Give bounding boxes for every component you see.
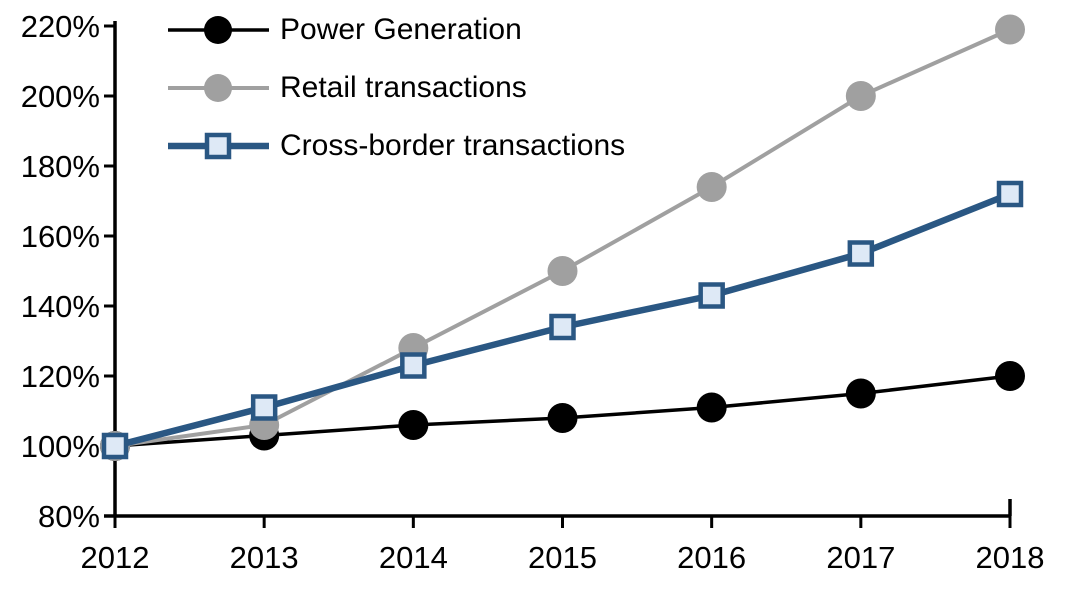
marker-power-generation — [398, 410, 429, 440]
marker-cross-border-transactions — [400, 352, 427, 379]
marker-cross-border-transactions — [847, 240, 875, 267]
retail-transactions-line-marker-icon — [168, 74, 269, 102]
marker-power-generation — [845, 378, 876, 409]
chart-legend: Power Generation Retail transactions Cro… — [168, 13, 625, 163]
tick-marks — [104, 24, 1012, 528]
marker-retail-transactions — [995, 14, 1025, 45]
legend-item-cross-border-transactions: Cross-border transactions — [168, 129, 625, 163]
y-tick-label: 220% — [21, 9, 100, 44]
x-tick-label: 2017 — [826, 540, 895, 575]
legend-label-retail-transactions: Retail transactions — [280, 71, 527, 104]
x-tick-label: 2012 — [81, 540, 150, 575]
marker-retail-transactions — [696, 172, 727, 202]
marker-power-generation — [547, 403, 578, 433]
marker-cross-border-transactions — [996, 180, 1024, 208]
y-tick-label: 120% — [21, 359, 100, 394]
y-tick-label: 140% — [21, 289, 100, 324]
legend-label-power-generation: Power Generation — [280, 13, 522, 46]
legend-item-retail-transactions: Retail transactions — [168, 71, 625, 105]
x-tick-label: 2018 — [976, 540, 1045, 575]
legend-item-power-generation: Power Generation — [168, 13, 625, 47]
power-generation-line-marker-icon — [168, 16, 269, 44]
marker-power-generation — [995, 361, 1025, 391]
y-tick-label: 100% — [21, 429, 100, 464]
marker-power-generation — [696, 392, 727, 423]
cross-border-transactions-line-marker-icon — [168, 132, 269, 160]
legend-label-cross-border-transactions: Cross-border transactions — [280, 129, 626, 162]
marker-cross-border-transactions — [698, 282, 725, 309]
y-tick-label: 80% — [38, 499, 100, 534]
series-cross-border-transactions — [101, 180, 1024, 460]
marker-retail-transactions — [547, 256, 578, 286]
y-tick-label: 200% — [21, 79, 100, 114]
marker-cross-border-transactions — [549, 313, 576, 341]
x-tick-label: 2013 — [230, 540, 299, 575]
y-tick-label: 180% — [21, 149, 100, 184]
marker-cross-border-transactions — [250, 394, 278, 421]
data-series — [100, 14, 1025, 461]
x-tick-label: 2014 — [379, 540, 448, 575]
axis-tick-labels: 220% 200% 180% 160% 140% 120% 100% 80% 2012 2013 2… — [21, 9, 1045, 575]
y-tick-label: 160% — [21, 219, 100, 254]
x-tick-label: 2016 — [677, 540, 746, 575]
marker-cross-border-transactions — [101, 432, 129, 460]
x-tick-label: 2015 — [528, 540, 597, 575]
marker-retail-transactions — [845, 81, 876, 111]
